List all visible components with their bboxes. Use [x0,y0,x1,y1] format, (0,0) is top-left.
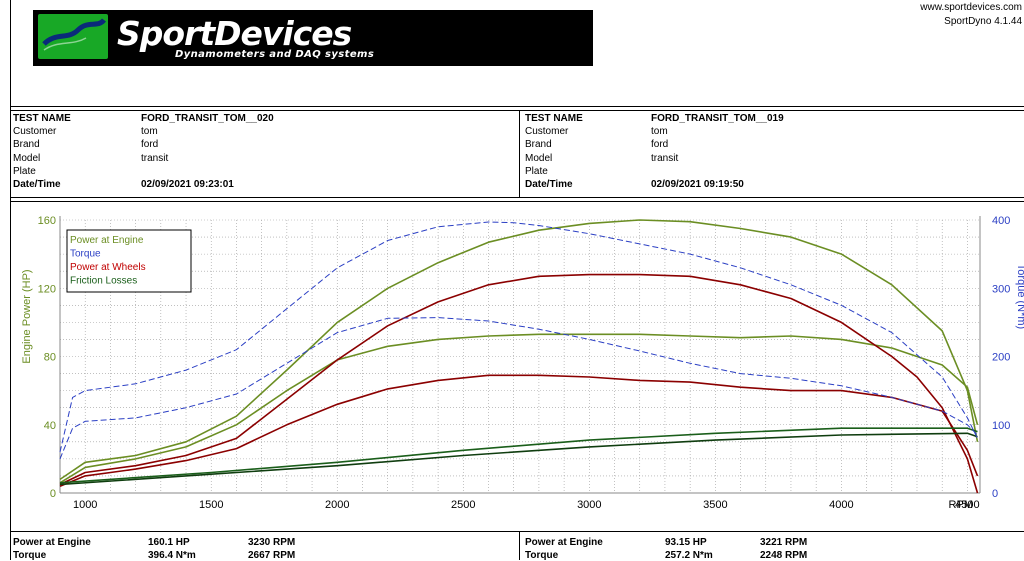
y-left-tick-label: 120 [38,283,56,295]
torque-rpm: 2248 RPM [760,550,808,561]
model-label: Model [525,153,553,164]
customer-label: Customer [13,126,57,137]
logo-subtitle: Dynamometers and DAQ systems [175,49,375,60]
y-right-tick-label: 200 [992,352,1010,364]
x-axis-label: RPM [949,499,973,511]
y-left-axis-title: Engine Power (HP) [21,269,33,363]
y-right-tick-label: 0 [992,488,998,500]
model-value: transit [651,153,679,164]
brand-value: ford [141,139,159,150]
y-left-tick-label: 80 [44,352,56,364]
info-column-divider [519,110,520,197]
x-tick-label: 3000 [577,499,601,511]
legend-entry: Friction Losses [70,276,137,287]
y-right-tick-label: 400 [992,215,1010,227]
sportdevices-logo: SportDevices Dynamometers and DAQ system… [33,10,593,66]
datetime-value: 02/09/2021 09:23:01 [141,179,234,190]
header-divider-2 [10,110,1024,111]
plate-label: Plate [13,166,36,177]
info-divider-2 [10,201,1024,202]
test-info-1: TEST NAME FORD_TRANSIT_TOM__020 Customer t… [13,113,513,197]
power-rpm: 3230 RPM [248,537,296,548]
x-tick-label: 1500 [199,499,223,511]
legend-box [66,229,192,293]
series-line-torque [59,221,978,453]
legend-entry: Power at Wheels [70,262,146,273]
datetime-value: 02/09/2021 09:19:50 [651,179,744,190]
x-tick-label: 4000 [829,499,853,511]
version-text: SportDyno 4.1.44 [944,16,1022,27]
torque-rpm: 2667 RPM [248,550,296,561]
x-tick-label: 1000 [73,499,97,511]
test-name-value: FORD_TRANSIT_TOM__019 [651,113,784,124]
y-left-tick-label: 40 [44,420,56,432]
logo-wave-icon [38,14,108,59]
test-name-label: TEST NAME [525,113,583,124]
power-label: Power at Engine [525,537,603,548]
info-divider [10,197,1024,198]
x-tick-label: 2500 [451,499,475,511]
x-tick-label: 3500 [703,499,727,511]
plate-label: Plate [525,166,548,177]
website-text: www.sportdevices.com [920,2,1022,13]
y-right-tick-label: 100 [992,420,1010,432]
brand-label: Brand [13,139,40,150]
datetime-label: Date/Time [13,179,61,190]
power-value: 93.15 HP [665,537,707,548]
customer-label: Customer [525,126,569,137]
brand-value: ford [651,139,669,150]
test-info-2: TEST NAME FORD_TRANSIT_TOM__019 Customer t… [525,113,1020,197]
y-left-tick-label: 160 [38,215,56,227]
test-name-value: FORD_TRANSIT_TOM__020 [141,113,274,124]
model-value: transit [141,153,169,164]
series-line-power-at-wheels [59,273,979,494]
series-line-torque [59,317,978,460]
power-rpm: 3221 RPM [760,537,808,548]
series-line-friction-losses [59,427,978,484]
report-frame [10,0,1024,560]
legend-entry: Power at Engine [70,235,144,246]
series-line-power-at-wheels [59,374,979,487]
power-label: Power at Engine [13,537,91,548]
y-left-tick-label: 0 [50,488,56,500]
dyno-chart: 1000 1500 2000 2500 3000 3500 4000 4500 RPM 0 40 80… [10,208,1024,533]
series-line-power-at-engine [59,333,979,484]
torque-label: Torque [13,550,47,561]
power-value: 160.1 HP [148,537,190,548]
brand-label: Brand [525,139,552,150]
series-line-friction-losses [59,432,978,486]
x-tick-label: 2000 [325,499,349,511]
site-info: www.sportdevices.com SportDyno 4.1.44 [920,1,1022,29]
torque-value: 396.4 N*m [148,550,196,561]
header-divider [10,106,1024,107]
legend-entry: Torque [70,249,101,260]
results-column-divider [519,531,520,560]
series-line-power-at-engine [59,219,979,481]
logo-title: SportDevices [117,14,352,53]
datetime-label: Date/Time [525,179,573,190]
results-divider [10,531,1024,532]
y-right-axis-title: Torque (N*m) [1015,264,1024,329]
dyno-chart-svg: 1000 1500 2000 2500 3000 3500 4000 4500RPM04080… [21,215,1024,511]
customer-value: tom [141,126,158,137]
customer-value: tom [651,126,668,137]
torque-value: 257.2 N*m [665,550,713,561]
y-right-tick-label: 300 [992,283,1010,295]
torque-label: Torque [525,550,559,561]
model-label: Model [13,153,41,164]
test-name-label: TEST NAME [13,113,71,124]
x-tick-label: 4500 [955,499,979,511]
